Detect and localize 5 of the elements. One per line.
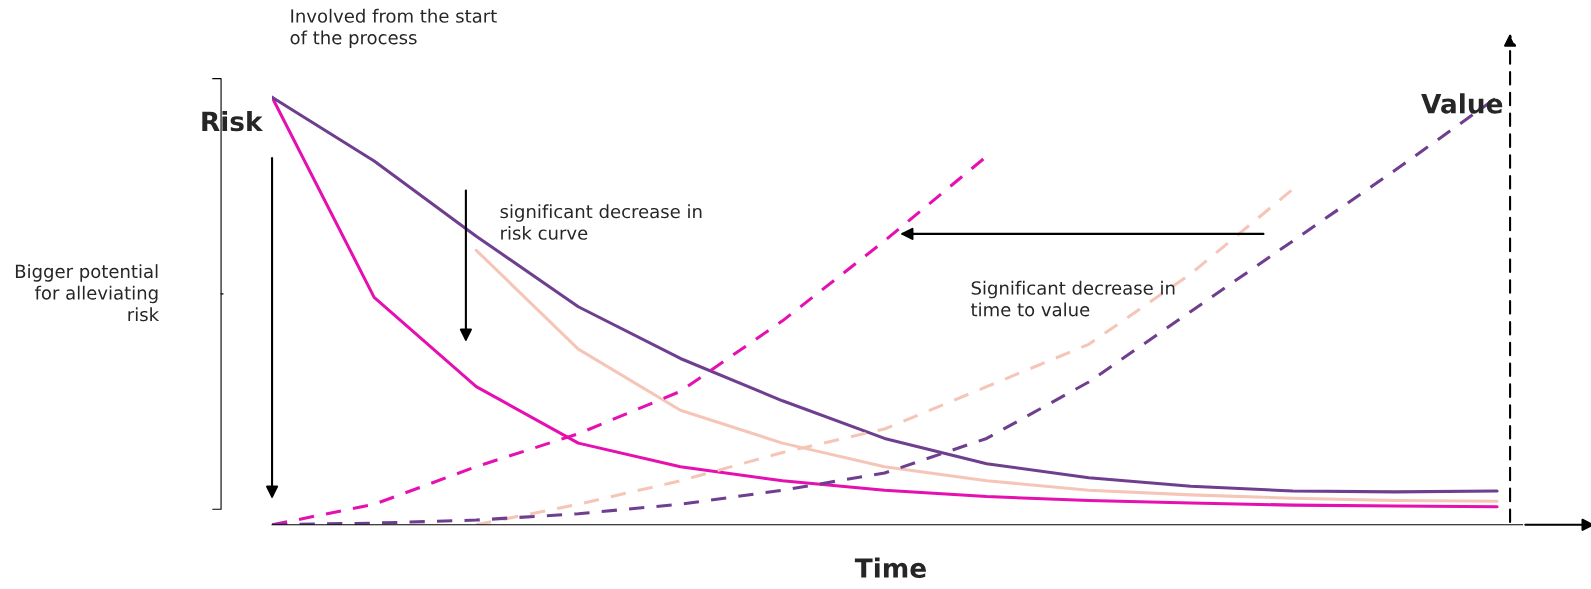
x-axis-title: Time (854, 557, 926, 578)
annotation: significant decrease in risk curve (500, 204, 702, 240)
text: Involved from the start of the process (290, 8, 497, 48)
text: Bigger potential for alleviating risk (15, 264, 160, 322)
annotation: Significant decrease in time to value (971, 280, 1175, 317)
